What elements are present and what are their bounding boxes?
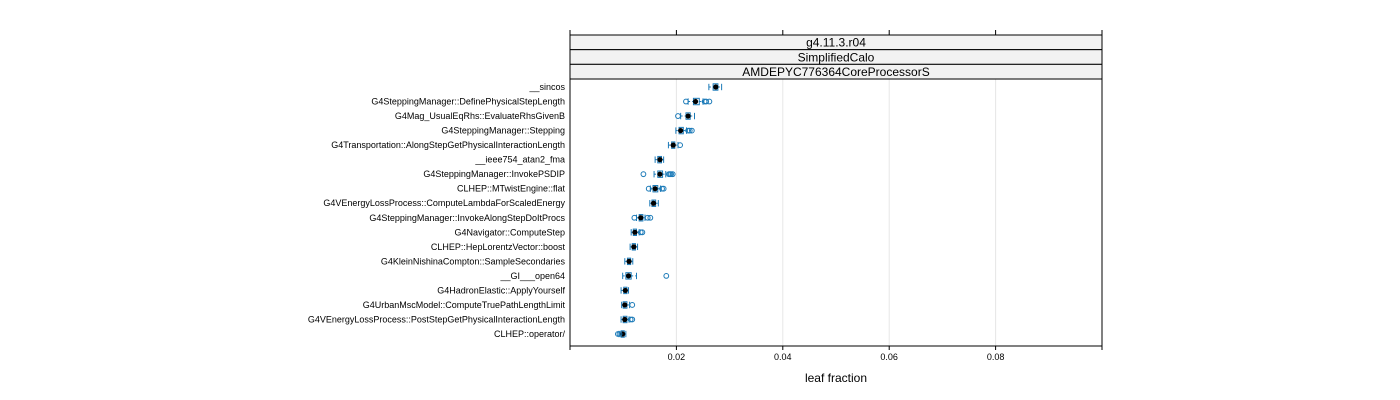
- outlier-point: [683, 98, 689, 105]
- box-row: [631, 214, 654, 222]
- category-label: __ieee754_atan2_fma: [474, 155, 565, 165]
- category-label: __GI___open64: [499, 271, 565, 281]
- median-dot: [625, 273, 632, 279]
- outlier-point: [631, 214, 638, 221]
- panel-border: [569, 78, 1103, 347]
- median-dot: [670, 142, 676, 148]
- category-label: G4UrbanMscModel::ComputeTruePathLengthLi…: [363, 300, 566, 310]
- outlier-point: [616, 331, 623, 337]
- category-label: G4Navigator::ComputeStep: [454, 227, 565, 237]
- category-labels: __sincosG4SteppingManager::DefinePhysica…: [308, 82, 566, 339]
- median-dot: [652, 186, 658, 192]
- outlier-point: [677, 142, 684, 149]
- box-row: [622, 272, 670, 280]
- median-dot: [650, 200, 657, 206]
- outlier-point: [686, 127, 693, 134]
- median-dot: [638, 215, 644, 221]
- category-label: CLHEP::operator/: [494, 329, 566, 339]
- category-label: G4VEnergyLossProcess::ComputeLambdaForSc…: [323, 198, 565, 208]
- box-row: [629, 243, 639, 251]
- outlier-point: [688, 127, 695, 134]
- box-row: [645, 185, 667, 193]
- median-dot: [622, 302, 628, 308]
- category-label: G4SteppingManager::DefinePhysicalStepLen…: [371, 97, 565, 107]
- category-label: G4VEnergyLossProcess::PostStepGetPhysica…: [308, 314, 565, 324]
- x-axis-title: leaf fraction: [805, 371, 867, 385]
- category-label: CLHEP::HepLorentzVector::boost: [431, 242, 566, 252]
- box-row: [683, 97, 713, 106]
- outlier-point: [629, 316, 636, 323]
- category-label: __sincos: [528, 82, 565, 92]
- outlier-point: [675, 113, 681, 119]
- box-row: [649, 199, 659, 207]
- outlier-point: [629, 302, 636, 308]
- box-series: [614, 83, 723, 338]
- grid-lines: [675, 79, 997, 346]
- median-dot: [631, 244, 637, 250]
- box-row: [620, 315, 636, 324]
- strip-label: SimplifiedCalo: [798, 50, 875, 64]
- median-dot: [622, 316, 628, 323]
- outlier-point: [645, 185, 652, 192]
- outlier-point: [639, 229, 646, 236]
- strip-headers: g4.11.3.r04SimplifiedCaloAMDEPYC776364Co…: [569, 34, 1103, 80]
- median-dot: [685, 113, 691, 119]
- x-tick-label: 0.08: [987, 352, 1005, 362]
- box-row: [624, 257, 634, 266]
- box-row: [708, 83, 723, 91]
- median-dot: [713, 84, 719, 90]
- category-label: G4Transportation::AlongStepGetPhysicalIn…: [331, 140, 565, 150]
- category-label: G4Mag_UsualEqRhs::EvaluateRhsGivenB: [395, 111, 565, 121]
- box-row: [614, 330, 627, 338]
- box-row: [640, 170, 676, 178]
- outlier-point: [644, 214, 651, 221]
- box: [625, 272, 632, 280]
- box-row: [654, 155, 665, 164]
- box-row: [667, 141, 684, 149]
- outlier-point: [703, 98, 710, 105]
- outlier-point: [660, 185, 667, 192]
- box-row: [620, 286, 630, 295]
- category-label: G4SteppingManager::InvokeAlongStepDoItPr…: [369, 213, 565, 223]
- median-dot: [657, 157, 663, 163]
- category-label: G4SteppingManager::Stepping: [441, 126, 565, 136]
- median-dot: [657, 171, 663, 177]
- category-label: G4KleinNishinaCompton::SampleSecondaries: [381, 256, 566, 266]
- strip-label: g4.11.3.r04: [806, 36, 866, 50]
- outlier-point: [663, 272, 670, 279]
- outlier-point: [669, 171, 676, 178]
- median-dot: [678, 127, 684, 134]
- median-dot: [626, 258, 632, 264]
- category-label: CLHEP::MTwistEngine::flat: [457, 184, 566, 194]
- x-axis: 0.02 0.04 0.06 0.08: [569, 30, 1103, 362]
- category-label: G4SteppingManager::InvokePSDIP: [423, 169, 565, 179]
- box-row: [630, 228, 646, 237]
- x-tick-label: 0.04: [774, 352, 792, 362]
- outlier-point: [647, 214, 654, 221]
- median-dot: [632, 229, 638, 235]
- strip-label: AMDEPYC776364CoreProcessorS: [742, 65, 929, 79]
- x-tick-label: 0.06: [880, 352, 898, 362]
- median-dot: [692, 98, 699, 105]
- outlier-point: [640, 171, 647, 178]
- median-dot: [622, 287, 628, 294]
- box-row: [675, 126, 695, 135]
- category-label: G4HadronElastic::ApplyYourself: [437, 285, 565, 295]
- outlier-point: [706, 98, 713, 105]
- x-tick-label: 0.02: [668, 352, 686, 362]
- box-row: [675, 112, 695, 120]
- box-row: [621, 301, 636, 309]
